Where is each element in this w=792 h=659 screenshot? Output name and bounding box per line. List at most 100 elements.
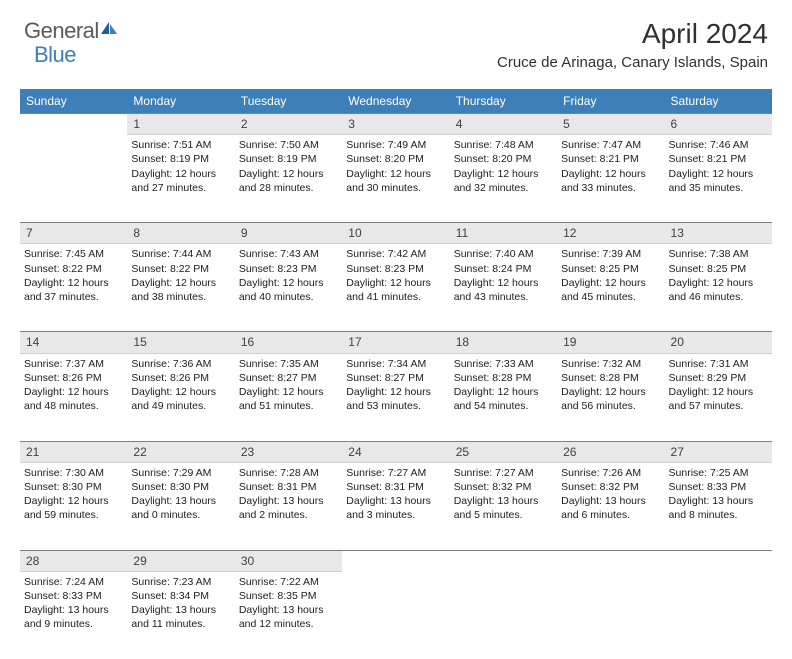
sunrise-text: Sunrise: 7:30 AM xyxy=(24,466,123,480)
day-number-cell xyxy=(342,550,449,571)
day-number: 17 xyxy=(348,335,361,349)
daylight1-text: Daylight: 12 hours xyxy=(239,167,338,181)
day-number-cell xyxy=(450,550,557,571)
sunrise-text: Sunrise: 7:51 AM xyxy=(131,138,230,152)
daylight2-text: and 6 minutes. xyxy=(561,508,660,522)
day-number-cell: 18 xyxy=(450,332,557,353)
daylight1-text: Daylight: 12 hours xyxy=(669,385,768,399)
day-cell: Sunrise: 7:24 AMSunset: 8:33 PMDaylight:… xyxy=(20,571,127,659)
day-cell-body: Sunrise: 7:38 AMSunset: 8:25 PMDaylight:… xyxy=(665,244,772,307)
week-body-row: Sunrise: 7:37 AMSunset: 8:26 PMDaylight:… xyxy=(20,353,772,441)
day-cell: Sunrise: 7:51 AMSunset: 8:19 PMDaylight:… xyxy=(127,135,234,223)
daynum-row: 28 29 30 xyxy=(20,550,772,571)
daylight1-text: Daylight: 12 hours xyxy=(346,167,445,181)
day-number: 7 xyxy=(26,226,33,240)
day-cell: Sunrise: 7:23 AMSunset: 8:34 PMDaylight:… xyxy=(127,571,234,659)
daylight1-text: Daylight: 12 hours xyxy=(131,276,230,290)
day-number: 29 xyxy=(133,554,146,568)
daylight1-text: Daylight: 13 hours xyxy=(346,494,445,508)
sunrise-text: Sunrise: 7:39 AM xyxy=(561,247,660,261)
daylight2-text: and 27 minutes. xyxy=(131,181,230,195)
day-cell: Sunrise: 7:44 AMSunset: 8:22 PMDaylight:… xyxy=(127,244,234,332)
logo-text-general: General xyxy=(24,18,99,44)
day-cell: Sunrise: 7:32 AMSunset: 8:28 PMDaylight:… xyxy=(557,353,664,441)
day-cell: Sunrise: 7:31 AMSunset: 8:29 PMDaylight:… xyxy=(665,353,772,441)
sunrise-text: Sunrise: 7:24 AM xyxy=(24,575,123,589)
day-cell xyxy=(342,571,449,659)
logo-text-blue: Blue xyxy=(34,42,76,67)
sunrise-text: Sunrise: 7:28 AM xyxy=(239,466,338,480)
daylight2-text: and 12 minutes. xyxy=(239,617,338,631)
day-number-cell: 20 xyxy=(665,332,772,353)
day-number: 25 xyxy=(456,445,469,459)
day-number-cell xyxy=(665,550,772,571)
calendar-table: Sunday Monday Tuesday Wednesday Thursday… xyxy=(20,89,772,659)
sunrise-text: Sunrise: 7:31 AM xyxy=(669,357,768,371)
daylight1-text: Daylight: 12 hours xyxy=(239,276,338,290)
sunrise-text: Sunrise: 7:45 AM xyxy=(24,247,123,261)
day-number-cell: 14 xyxy=(20,332,127,353)
daylight2-text: and 45 minutes. xyxy=(561,290,660,304)
day-number-cell xyxy=(20,114,127,135)
day-number-cell: 17 xyxy=(342,332,449,353)
daylight2-text: and 2 minutes. xyxy=(239,508,338,522)
daylight2-text: and 48 minutes. xyxy=(24,399,123,413)
sunset-text: Sunset: 8:32 PM xyxy=(561,480,660,494)
sunset-text: Sunset: 8:22 PM xyxy=(131,262,230,276)
daylight1-text: Daylight: 13 hours xyxy=(239,603,338,617)
daylight1-text: Daylight: 13 hours xyxy=(131,494,230,508)
day-number-cell: 5 xyxy=(557,114,664,135)
day-number-cell xyxy=(557,550,664,571)
day-cell xyxy=(450,571,557,659)
day-cell: Sunrise: 7:46 AMSunset: 8:21 PMDaylight:… xyxy=(665,135,772,223)
sunset-text: Sunset: 8:29 PM xyxy=(669,371,768,385)
sunrise-text: Sunrise: 7:40 AM xyxy=(454,247,553,261)
day-cell-body xyxy=(665,571,772,577)
daylight2-text: and 11 minutes. xyxy=(131,617,230,631)
day-number-cell: 1 xyxy=(127,114,234,135)
daynum-row: 21222324252627 xyxy=(20,441,772,462)
sunrise-text: Sunrise: 7:47 AM xyxy=(561,138,660,152)
sunset-text: Sunset: 8:22 PM xyxy=(24,262,123,276)
daylight2-text: and 59 minutes. xyxy=(24,508,123,522)
weekday-header: Monday xyxy=(127,89,234,114)
sunset-text: Sunset: 8:31 PM xyxy=(239,480,338,494)
day-number: 23 xyxy=(241,445,254,459)
sunset-text: Sunset: 8:31 PM xyxy=(346,480,445,494)
sunset-text: Sunset: 8:33 PM xyxy=(669,480,768,494)
weekday-header: Saturday xyxy=(665,89,772,114)
sunset-text: Sunset: 8:32 PM xyxy=(454,480,553,494)
day-number-cell: 2 xyxy=(235,114,342,135)
day-cell: Sunrise: 7:30 AMSunset: 8:30 PMDaylight:… xyxy=(20,462,127,550)
sunrise-text: Sunrise: 7:34 AM xyxy=(346,357,445,371)
day-cell: Sunrise: 7:22 AMSunset: 8:35 PMDaylight:… xyxy=(235,571,342,659)
day-cell-body: Sunrise: 7:39 AMSunset: 8:25 PMDaylight:… xyxy=(557,244,664,307)
daylight2-text: and 37 minutes. xyxy=(24,290,123,304)
weekday-header: Sunday xyxy=(20,89,127,114)
day-number-cell: 16 xyxy=(235,332,342,353)
day-number: 13 xyxy=(671,226,684,240)
sunrise-text: Sunrise: 7:42 AM xyxy=(346,247,445,261)
daylight1-text: Daylight: 12 hours xyxy=(24,494,123,508)
day-cell-body: Sunrise: 7:47 AMSunset: 8:21 PMDaylight:… xyxy=(557,135,664,198)
daylight1-text: Daylight: 13 hours xyxy=(131,603,230,617)
week-body-row: Sunrise: 7:51 AMSunset: 8:19 PMDaylight:… xyxy=(20,135,772,223)
day-cell-body: Sunrise: 7:27 AMSunset: 8:32 PMDaylight:… xyxy=(450,463,557,526)
daylight2-text: and 9 minutes. xyxy=(24,617,123,631)
daylight2-text: and 35 minutes. xyxy=(669,181,768,195)
sunrise-text: Sunrise: 7:37 AM xyxy=(24,357,123,371)
day-cell-body: Sunrise: 7:32 AMSunset: 8:28 PMDaylight:… xyxy=(557,354,664,417)
day-cell-body xyxy=(450,571,557,577)
day-number: 30 xyxy=(241,554,254,568)
daylight2-text: and 32 minutes. xyxy=(454,181,553,195)
day-number-cell: 28 xyxy=(20,550,127,571)
day-cell: Sunrise: 7:27 AMSunset: 8:32 PMDaylight:… xyxy=(450,462,557,550)
weekday-header: Friday xyxy=(557,89,664,114)
day-cell-body xyxy=(557,571,664,577)
daylight1-text: Daylight: 12 hours xyxy=(24,276,123,290)
day-cell: Sunrise: 7:33 AMSunset: 8:28 PMDaylight:… xyxy=(450,353,557,441)
day-cell-body: Sunrise: 7:26 AMSunset: 8:32 PMDaylight:… xyxy=(557,463,664,526)
day-number-cell: 22 xyxy=(127,441,234,462)
day-cell: Sunrise: 7:34 AMSunset: 8:27 PMDaylight:… xyxy=(342,353,449,441)
day-cell-body: Sunrise: 7:46 AMSunset: 8:21 PMDaylight:… xyxy=(665,135,772,198)
